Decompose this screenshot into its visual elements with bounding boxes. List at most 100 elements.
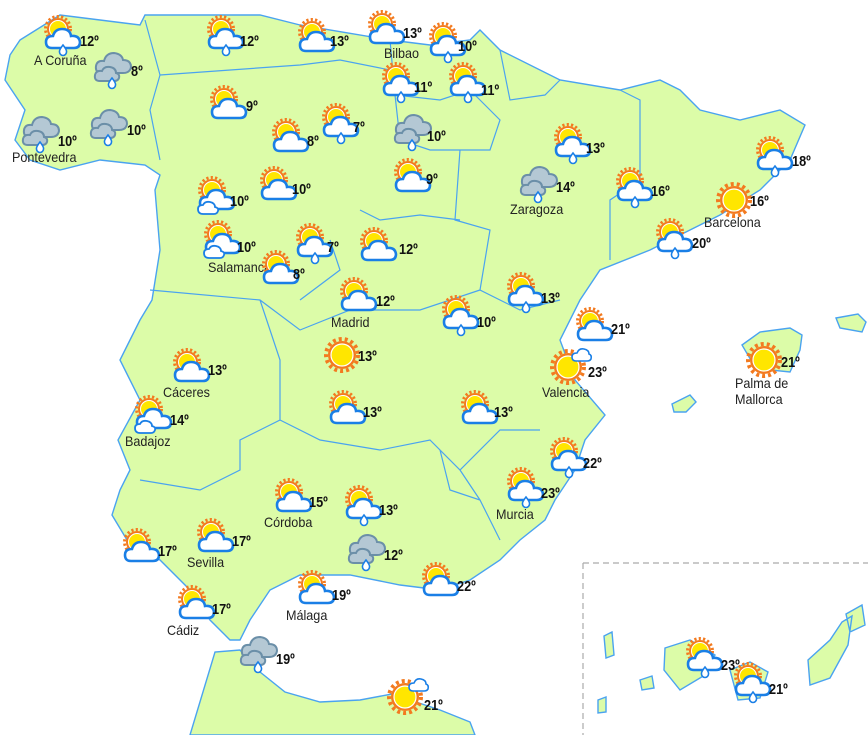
sun-cloud-icon [270,118,312,158]
north-africa [189,649,476,735]
temperature: 12º [376,293,395,310]
city-label: Salamanca [208,259,272,275]
sun-cloud-icon [258,166,300,206]
temperature: 13º [208,362,227,379]
city-label: Córdoba [264,514,313,530]
temperature: 11º [414,79,433,96]
sun-cloud-icon [574,307,616,347]
city-label: Palma de Mallorca [735,375,789,407]
grey-cloud-rain-icon [88,105,130,147]
temperature: 17º [158,543,177,560]
sun-cloud-rain-icon [614,167,656,209]
sun-cloud-icon [273,478,315,518]
sun-cloud-rain-icon [427,22,469,64]
temperature: 21º [781,354,800,371]
temperature: 10º [237,239,256,256]
temperature: 22º [457,578,476,595]
temperature: 11º [481,82,500,99]
temperature: 12º [399,241,418,258]
sun-cloud-icon [176,585,218,625]
temperature: 8º [307,133,319,150]
temperature: 9º [246,98,258,115]
sun-icon [743,340,785,380]
sun-icon [321,335,363,375]
city-label: Murcia [496,506,534,522]
sun-cloud-rain-icon [552,123,594,165]
city-label: Zaragoza [510,201,564,217]
sun-cloud-icon [208,85,250,125]
temperature: 16º [750,193,769,210]
temperature: 19º [276,651,295,668]
temperature: 12º [80,33,99,50]
sun-two-clouds-icon [133,395,175,435]
grey-cloud-rain-icon [238,632,280,674]
temperature: 10º [127,122,146,139]
city-label: Badajoz [125,433,171,449]
temperature: 10º [58,133,77,150]
temperature: 15º [309,494,328,511]
temperature: 13º [586,140,605,157]
canary-inset-frame [582,562,868,735]
sun-cloud-rain-icon [654,218,696,260]
sun-cloud-rain-icon [205,15,247,57]
temperature: 21º [424,697,443,714]
sun-cloud-rain-icon [548,437,590,479]
city-label: Málaga [286,607,328,623]
temperature: 23º [721,657,740,674]
temperature: 23º [541,485,560,502]
city-label: Bilbao [384,45,420,61]
temperature: 13º [363,404,382,421]
sun-small-cloud-icon [387,675,430,715]
temperature: 16º [651,183,670,200]
city-label: A Coruña [34,52,87,68]
temperature: 9º [426,171,438,188]
temperature: 10º [427,128,446,145]
sun-two-clouds-icon [196,176,238,216]
sun-cloud-icon [420,562,462,602]
city-label: Valencia [542,384,590,400]
sun-cloud-rain-icon [380,62,422,104]
grey-cloud-rain-icon [92,48,134,90]
spain-mainland [4,14,806,641]
sun-cloud-icon [171,348,213,388]
temperature: 18º [792,153,811,170]
temperature: 8º [131,63,143,80]
sun-small-cloud-icon [550,345,593,385]
temperature: 13º [330,33,349,50]
temperature: 10º [230,193,249,210]
sun-cloud-rain-icon [447,62,489,104]
menorca [835,313,867,333]
temperature: 8º [293,266,305,283]
sun-icon [713,180,755,220]
sun-cloud-rain-icon [505,272,547,314]
temperature: 13º [541,290,560,307]
grey-cloud-rain-icon [346,530,388,572]
city-label: Cáceres [163,384,210,400]
sun-cloud-rain-icon [320,103,362,145]
temperature: 13º [494,404,513,421]
grey-cloud-rain-icon [20,112,62,154]
sun-two-clouds-icon [202,220,244,260]
sun-cloud-rain-icon [505,467,547,509]
city-label: Barcelona [704,214,761,230]
temperature: 17º [232,533,251,550]
temperature: 7º [353,119,365,136]
sun-cloud-rain-icon [732,662,774,704]
city-label: Madrid [331,314,370,330]
temperature: 21º [611,321,630,338]
sun-cloud-icon [296,570,338,610]
temperature: 13º [358,348,377,365]
city-label: Cádiz [167,622,200,638]
sun-cloud-icon [260,250,302,290]
temperature: 19º [332,587,351,604]
temperature: 10º [292,181,311,198]
grey-cloud-rain-icon [518,162,560,204]
temperature: 14º [170,412,189,429]
temperature: 14º [556,179,575,196]
sun-cloud-rain-icon [294,223,336,265]
sun-cloud-rain-icon [343,485,385,527]
temperature: 20º [692,235,711,252]
temperature: 22º [583,455,602,472]
